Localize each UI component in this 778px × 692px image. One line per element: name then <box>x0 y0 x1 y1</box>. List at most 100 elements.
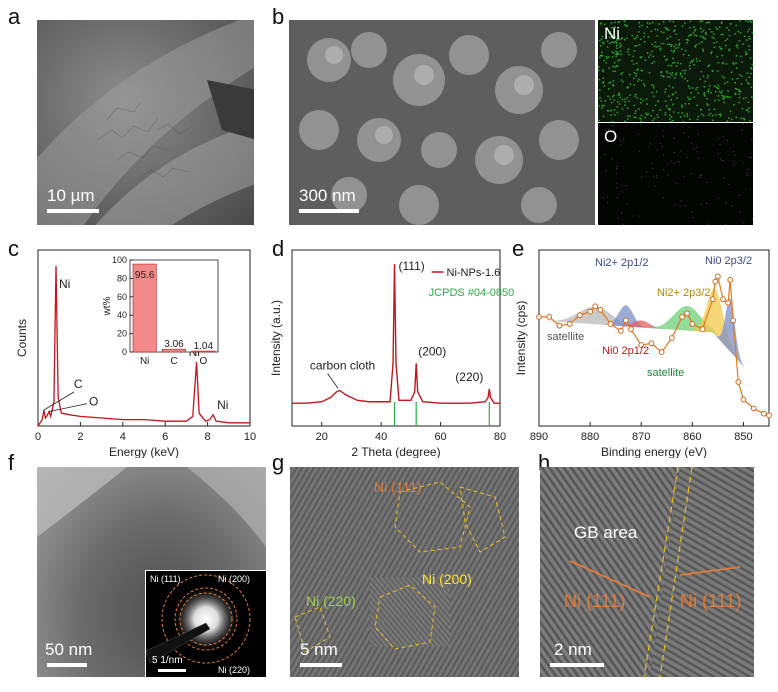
ni-map-dot <box>644 116 646 119</box>
ni-map-dot <box>715 41 718 43</box>
ni-map-dot <box>683 115 686 117</box>
ni-map-dot <box>666 105 668 107</box>
ni-map-dot <box>751 31 753 34</box>
y-axis-label-e: Intensity (cps) <box>514 301 528 376</box>
o-map-dot <box>719 143 721 145</box>
ni-map-dot <box>607 56 610 58</box>
ni-map-dot <box>725 63 728 65</box>
ni-map-dot <box>675 72 677 75</box>
ni-map-dot <box>675 44 677 46</box>
inset-bar-value: 95.6 <box>135 270 155 281</box>
eds-map-o-label: O <box>604 127 618 146</box>
x-tick-label-c: 10 <box>244 431 256 443</box>
ni-map-dot <box>749 120 751 122</box>
ni-map-dot <box>652 84 655 87</box>
o-map-dot <box>621 191 623 193</box>
ni-map-dot <box>663 42 665 45</box>
ni-map-dot <box>614 66 616 68</box>
ni-map-dot <box>713 33 715 35</box>
ni-map-dot <box>749 38 751 40</box>
ni-map-dot <box>648 72 651 74</box>
x-tick-label-c: 2 <box>77 431 83 443</box>
ni-map-dot <box>721 62 724 65</box>
ni-map-dot <box>608 82 610 84</box>
ni-map-dot <box>606 46 609 48</box>
ni-map-dot <box>634 45 636 47</box>
scale-text-g: 5 nm <box>300 640 338 659</box>
ni-map-dot <box>684 69 687 72</box>
ni-map-dot <box>748 28 751 30</box>
x-tick-label-d: 60 <box>434 431 446 443</box>
ni-map-dot <box>718 90 721 93</box>
x-axis-label-e: Binding energy (eV) <box>601 445 707 458</box>
o-map-dot <box>663 154 665 156</box>
o-map-dot <box>697 133 699 136</box>
xrd-carbon-arrow <box>327 373 339 389</box>
inset-bar-value: 1.04 <box>194 341 214 352</box>
ni-map-dot <box>611 121 614 122</box>
o-map-dots <box>602 123 753 225</box>
ni-map-dot <box>701 31 703 33</box>
ni-map-dot <box>636 69 638 71</box>
ni-map-dot <box>608 32 610 35</box>
ni-map-dot <box>731 118 733 121</box>
ni-map-dot <box>700 27 702 30</box>
ni-map-dot <box>605 55 608 58</box>
ni-map-dot <box>618 21 621 23</box>
inset-bar-value: 3.06 <box>164 339 184 350</box>
ni-map-dot <box>647 36 650 38</box>
o-map-dot <box>637 133 639 135</box>
o-map-dot <box>746 172 748 174</box>
o-map-dot <box>683 175 685 177</box>
ni-map-dot <box>670 49 673 52</box>
ni-map-dot <box>693 96 696 98</box>
xps-data-point <box>766 412 772 419</box>
ni-map-dot <box>674 25 677 27</box>
ni-map-dot <box>618 53 620 55</box>
ni-map-dot <box>659 109 661 111</box>
peak-label-ni-3: Ni <box>217 398 228 412</box>
ni-map-dot <box>642 99 644 102</box>
ni-map-dot <box>665 88 667 90</box>
scale-bar-g <box>300 663 342 667</box>
x-tick-label-c: 4 <box>120 431 126 443</box>
xps-data-point <box>684 310 691 317</box>
ni-map-dot <box>695 57 698 60</box>
ni-map-dot <box>624 39 626 41</box>
ni-map-dot <box>620 73 622 75</box>
ni-map-dot <box>672 51 675 53</box>
ni-map-dot <box>614 36 617 38</box>
ni-map-dot <box>738 93 740 95</box>
o-map-dot <box>620 144 622 146</box>
x-tick-label-c: 6 <box>162 431 168 443</box>
ni-map-dot <box>700 35 702 38</box>
o-map-dot <box>719 158 722 160</box>
ni-map-dot <box>624 120 626 122</box>
o-map-dot <box>718 138 720 140</box>
ni-map-dot <box>681 75 683 78</box>
ni-map-dot <box>628 100 630 102</box>
ni-map-dot <box>741 107 744 110</box>
ni-map-dot <box>694 30 696 32</box>
ni-map-dot <box>735 45 738 47</box>
ni-map-dot <box>690 34 692 37</box>
ni-map-dot <box>632 55 635 58</box>
ni-map-dot <box>681 106 683 108</box>
ni-map-dot <box>633 50 636 52</box>
ni-map-dot <box>692 32 695 34</box>
ni-map-dot <box>616 65 619 67</box>
o-map-dot <box>649 142 651 144</box>
ni-map-dot <box>640 56 643 58</box>
ni-map-dot <box>693 26 695 28</box>
ni-map-dot <box>676 97 678 99</box>
ni-map-dot <box>702 75 705 77</box>
ni-map-dot <box>671 86 674 89</box>
o-map-dot <box>725 202 727 204</box>
ni-map-dot <box>674 47 677 49</box>
ni-map-dot <box>718 113 720 116</box>
ni-map-dot <box>735 55 738 57</box>
ni-map-dot <box>670 116 673 118</box>
o-map-dot <box>696 146 698 148</box>
ni-map-dot <box>614 70 617 73</box>
ni-map-dot <box>751 96 753 98</box>
